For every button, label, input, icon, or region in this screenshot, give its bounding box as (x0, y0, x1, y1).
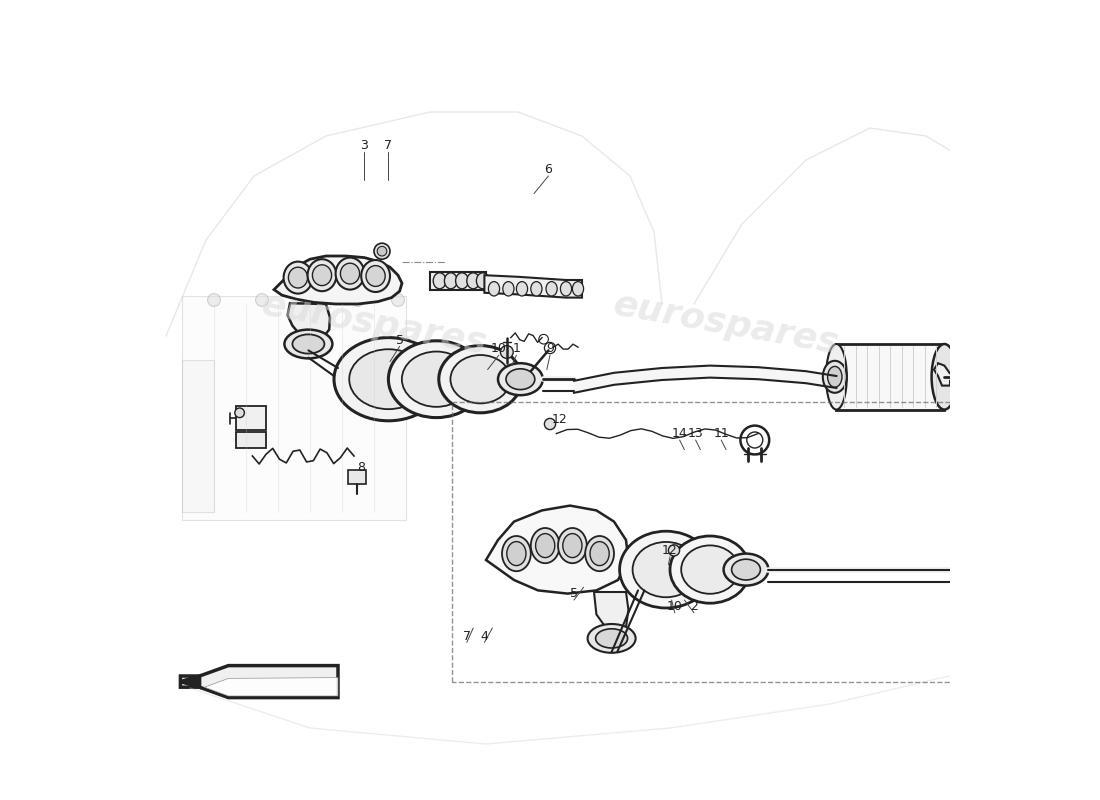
Text: 10: 10 (491, 342, 507, 355)
Ellipse shape (476, 273, 490, 289)
Ellipse shape (450, 355, 510, 403)
Polygon shape (486, 506, 628, 594)
Polygon shape (180, 666, 338, 698)
Polygon shape (236, 432, 266, 448)
Polygon shape (180, 676, 199, 687)
Text: 4: 4 (481, 630, 488, 642)
Ellipse shape (932, 344, 957, 410)
Ellipse shape (670, 536, 750, 603)
Text: 12: 12 (552, 413, 568, 426)
Text: 3: 3 (361, 139, 368, 152)
Ellipse shape (516, 282, 528, 296)
Ellipse shape (546, 282, 558, 296)
Polygon shape (182, 296, 406, 520)
Ellipse shape (444, 273, 458, 289)
Text: 14: 14 (672, 427, 688, 440)
Ellipse shape (488, 282, 499, 296)
Circle shape (304, 294, 317, 306)
Polygon shape (236, 406, 266, 430)
Ellipse shape (502, 536, 531, 571)
Ellipse shape (506, 369, 535, 390)
Ellipse shape (732, 559, 760, 580)
Ellipse shape (466, 273, 480, 289)
Text: 13: 13 (688, 427, 704, 440)
Ellipse shape (826, 344, 847, 410)
Ellipse shape (498, 363, 542, 395)
Polygon shape (205, 678, 338, 696)
Circle shape (208, 294, 220, 306)
Ellipse shape (402, 351, 471, 407)
Text: 7: 7 (463, 630, 471, 642)
Text: eurospares: eurospares (258, 287, 490, 361)
Ellipse shape (334, 338, 443, 421)
Ellipse shape (388, 341, 484, 418)
Text: 10: 10 (667, 600, 683, 613)
Ellipse shape (349, 350, 428, 409)
Text: 5: 5 (396, 334, 404, 346)
Ellipse shape (531, 282, 542, 296)
Ellipse shape (366, 266, 385, 286)
Ellipse shape (681, 546, 739, 594)
Circle shape (669, 545, 680, 556)
Polygon shape (430, 272, 486, 290)
Ellipse shape (361, 260, 390, 292)
Ellipse shape (619, 531, 713, 608)
Ellipse shape (340, 263, 360, 284)
Ellipse shape (531, 528, 560, 563)
Text: 1: 1 (513, 342, 520, 355)
Bar (836, 344, 945, 410)
Polygon shape (484, 275, 582, 298)
Ellipse shape (558, 528, 586, 563)
Text: 12: 12 (662, 544, 678, 557)
Ellipse shape (563, 534, 582, 558)
Ellipse shape (455, 273, 469, 289)
Ellipse shape (536, 534, 554, 558)
Ellipse shape (439, 346, 522, 413)
Ellipse shape (587, 624, 636, 653)
Ellipse shape (572, 282, 584, 296)
Ellipse shape (585, 536, 614, 571)
Ellipse shape (308, 259, 337, 291)
Ellipse shape (823, 361, 847, 393)
Polygon shape (182, 360, 214, 512)
Ellipse shape (293, 334, 324, 354)
Circle shape (374, 243, 390, 259)
Text: 2: 2 (690, 600, 697, 613)
Polygon shape (594, 592, 628, 632)
Ellipse shape (595, 629, 628, 648)
Polygon shape (274, 256, 402, 304)
Circle shape (352, 294, 364, 306)
Text: 8: 8 (358, 461, 365, 474)
Ellipse shape (503, 282, 514, 296)
Ellipse shape (288, 267, 308, 288)
Circle shape (377, 246, 387, 256)
Circle shape (392, 294, 405, 306)
Circle shape (234, 408, 244, 418)
Ellipse shape (590, 542, 609, 566)
Polygon shape (287, 303, 330, 339)
Ellipse shape (507, 542, 526, 566)
Text: 6: 6 (544, 163, 552, 176)
Ellipse shape (827, 366, 842, 387)
Ellipse shape (500, 346, 514, 358)
Ellipse shape (284, 262, 312, 294)
Polygon shape (934, 363, 950, 386)
Ellipse shape (285, 330, 332, 358)
Text: 7: 7 (384, 139, 393, 152)
Text: 9: 9 (546, 342, 554, 355)
Ellipse shape (724, 554, 769, 586)
Ellipse shape (312, 265, 331, 286)
Text: 5: 5 (570, 587, 578, 600)
Polygon shape (349, 470, 366, 484)
Ellipse shape (336, 258, 364, 290)
Circle shape (544, 418, 556, 430)
Ellipse shape (632, 542, 700, 598)
Text: 11: 11 (713, 427, 729, 440)
Ellipse shape (433, 273, 446, 289)
Text: eurospares: eurospares (610, 287, 842, 361)
Circle shape (255, 294, 268, 306)
Ellipse shape (560, 282, 572, 296)
